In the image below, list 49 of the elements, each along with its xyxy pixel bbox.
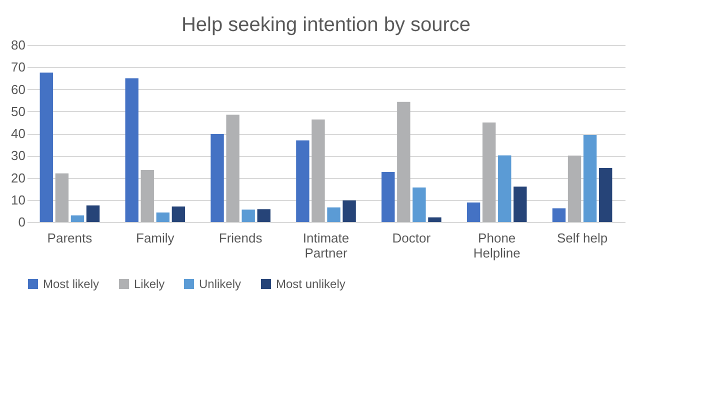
- x-tick-label: Parents: [47, 230, 93, 246]
- legend-label: Likely: [134, 277, 165, 291]
- y-tick-label: 30: [11, 148, 26, 164]
- y-tick-label: 80: [11, 38, 26, 52]
- legend-label: Unlikely: [199, 277, 242, 291]
- y-tick-label: 50: [11, 104, 26, 119]
- y-tick-label: 0: [18, 214, 26, 230]
- y-tick-label: 40: [11, 126, 26, 141]
- bar: [598, 168, 612, 222]
- bar: [242, 210, 255, 222]
- legend-label: Most unlikely: [276, 277, 346, 291]
- bar: [498, 155, 512, 222]
- bar: [327, 207, 340, 222]
- x-tick-label: Friends: [218, 230, 263, 246]
- legend-label: Most likely: [43, 277, 100, 291]
- bar: [70, 215, 84, 222]
- bar: [552, 208, 566, 222]
- x-tick-label: Family: [136, 230, 175, 246]
- bar: [466, 202, 480, 222]
- x-tick-label: Intimate Partner: [302, 230, 350, 260]
- bar: [342, 200, 356, 222]
- bar: [40, 72, 54, 222]
- chart-title: Help seeking intention by source: [181, 14, 471, 36]
- bar: [210, 134, 224, 222]
- bar: [140, 170, 154, 222]
- bar: [125, 78, 138, 222]
- bar: [172, 206, 186, 222]
- y-tick-label: 10: [11, 192, 26, 208]
- bar: [412, 187, 426, 222]
- bar: [86, 205, 100, 222]
- x-tick-label: Doctor: [392, 230, 432, 246]
- x-tick-label: Phone Helpline: [473, 230, 520, 260]
- bar: [568, 156, 582, 222]
- bar: [583, 135, 597, 222]
- bar: [226, 114, 240, 222]
- bar: [382, 172, 395, 222]
- bar: [397, 102, 410, 222]
- bar: [312, 120, 325, 222]
- x-tick-label: Self help: [556, 230, 608, 246]
- y-tick-label: 20: [11, 170, 26, 186]
- bar: [514, 186, 527, 222]
- bar: [257, 209, 270, 222]
- bar: [156, 212, 170, 222]
- bar: [296, 140, 310, 222]
- bar: [428, 217, 442, 222]
- bar: [55, 173, 69, 222]
- y-tick-label: 60: [11, 82, 26, 97]
- y-tick-label: 70: [11, 60, 26, 75]
- bar: [482, 122, 496, 222]
